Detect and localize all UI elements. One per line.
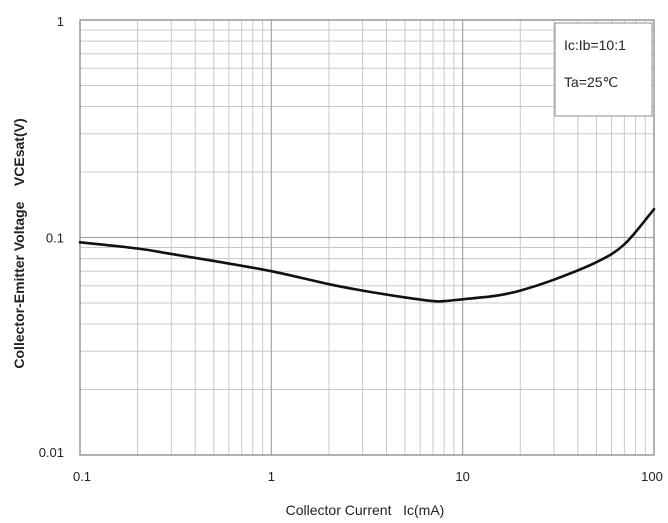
x-tick-label: 10	[455, 469, 469, 484]
y-tick-label: 0.01	[39, 445, 64, 460]
annotation-box-frame	[554, 22, 653, 117]
series-group	[78, 207, 656, 303]
annotation-ratio: Ic:Ib=10:1	[564, 37, 626, 53]
x-tick-label: 0.1	[73, 469, 91, 484]
x-tick-label: 100	[641, 469, 663, 484]
y-tick-label: 0.1	[46, 231, 64, 246]
annotation-temperature: Ta=25℃	[564, 74, 618, 90]
y-axis-tick-labels: 0.01 0.1 1	[39, 14, 64, 460]
series-line-0	[78, 207, 656, 303]
annotation-box: Ic:Ib=10:1 Ta=25℃	[554, 22, 653, 117]
y-tick-label: 1	[57, 14, 64, 29]
plot-area-border	[79, 19, 655, 456]
x-axis-tick-labels: 0.1 1 10 100	[73, 469, 663, 484]
x-axis-title: Collector Current Ic(mA)	[286, 502, 445, 518]
x-tick-label: 1	[268, 469, 275, 484]
y-axis-title: Collector-Emitter Voltage VCEsat(V)	[11, 118, 27, 368]
